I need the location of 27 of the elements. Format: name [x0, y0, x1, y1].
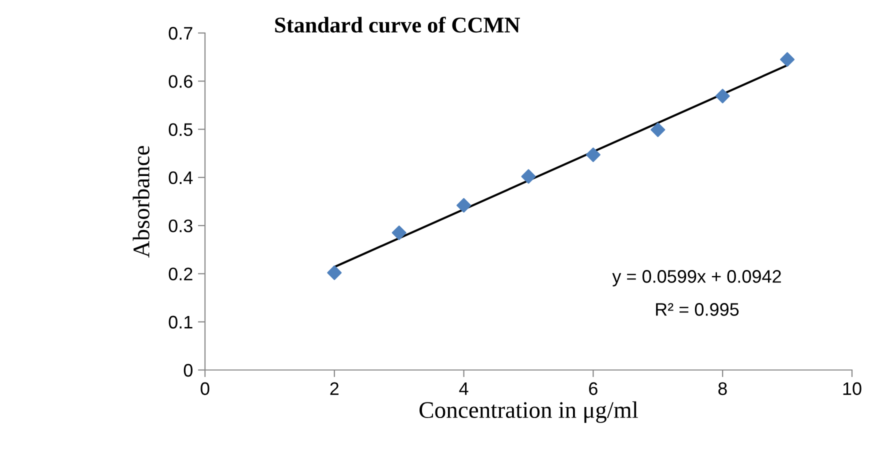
x-axis-title: Concentration in μg/ml — [420, 401, 638, 423]
point — [456, 198, 472, 213]
point — [521, 169, 536, 184]
x-tick-label: 4 — [459, 382, 468, 395]
y-tick-label: 0.2 — [168, 268, 192, 280]
x-tick-label: 8 — [718, 382, 727, 396]
point — [780, 52, 795, 67]
y-tick-label: 0.6 — [168, 75, 192, 88]
point — [715, 88, 730, 104]
point — [650, 122, 666, 138]
annotation: R² = 0.995 — [656, 303, 739, 316]
x-tick-label: 10 — [843, 382, 862, 396]
y-tick-label: 0.1 — [168, 316, 192, 329]
x-tick-label: 6 — [589, 382, 598, 396]
y-tick-label: 0.5 — [168, 123, 192, 136]
chart-title: Standard curve of CCMN — [275, 16, 520, 33]
y-tick-label: 0.4 — [168, 171, 193, 184]
y-tick-label: 0.7 — [168, 26, 192, 40]
point — [327, 265, 342, 280]
point — [392, 226, 406, 240]
annotation: y = 0.0599x + 0.0942 — [612, 270, 781, 286]
point — [586, 148, 600, 162]
y-tick-label: 0.3 — [168, 220, 192, 232]
x-tick-label: 2 — [330, 382, 339, 395]
y-axis-title: Absorbance — [132, 146, 150, 258]
x-tick-label: 0 — [200, 382, 210, 396]
y-tick-label: 0 — [184, 364, 192, 377]
